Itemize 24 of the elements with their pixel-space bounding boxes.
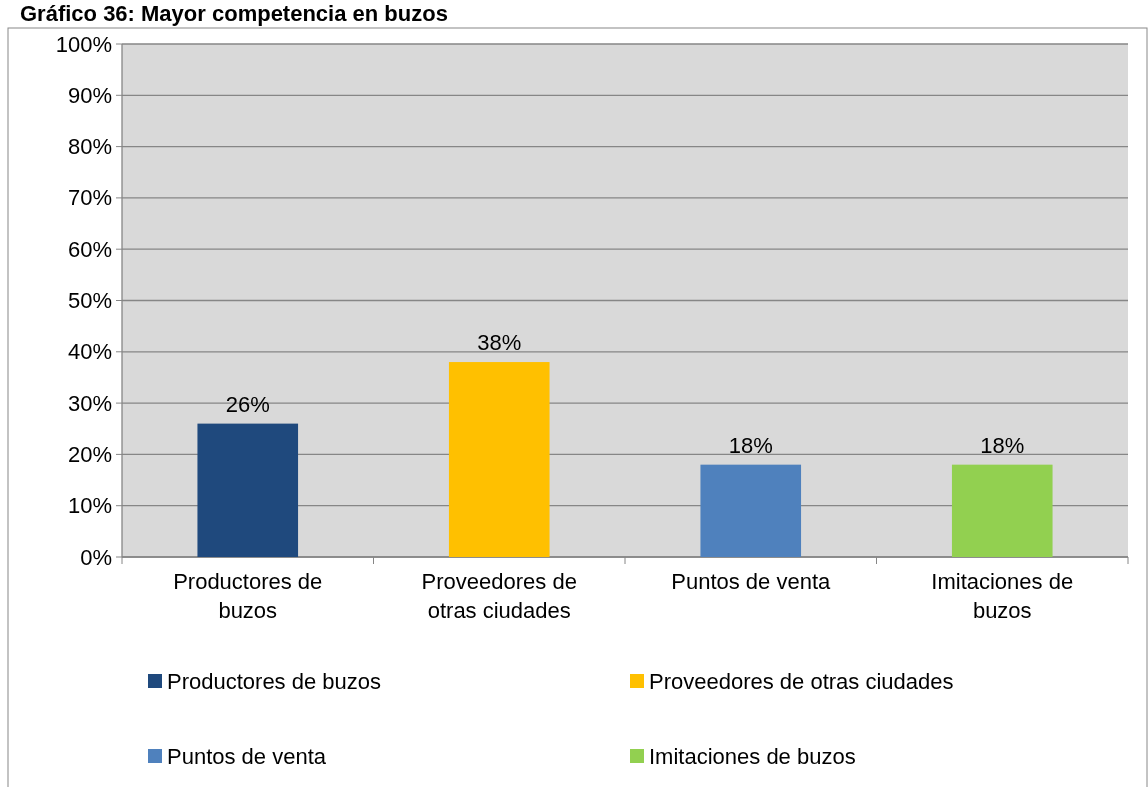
x-tick-label: Productores de buzos <box>173 569 323 623</box>
y-tick-label: 100% <box>55 31 112 57</box>
data-label: 18% <box>728 432 773 458</box>
data-label: 38% <box>477 330 522 356</box>
y-tick-label: 20% <box>67 441 112 467</box>
x-tick-label: Imitaciones de buzos <box>931 569 1074 623</box>
y-tick-label: 50% <box>67 288 112 313</box>
legend-label: Proveedores de otras ciudades <box>649 668 954 694</box>
y-tick-label: 90% <box>67 82 112 108</box>
y-tick-label: 10% <box>67 493 112 519</box>
x-tick-label: Proveedores de otras ciudades <box>421 569 577 623</box>
y-tick-label: 60% <box>67 236 112 262</box>
legend-label: Productores de buzos <box>167 668 382 694</box>
y-tick-label: 40% <box>67 339 112 365</box>
data-label: 26% <box>225 391 270 417</box>
legend-label: Puntos de venta <box>167 743 327 769</box>
y-tick-label: 70% <box>67 185 112 211</box>
chart-title: Gráfico 36: Mayor competencia en buzos <box>20 1 448 26</box>
y-tick-label: 30% <box>67 390 112 416</box>
y-tick-label: 80% <box>67 134 112 160</box>
legend-label: Imitaciones de buzos <box>649 743 856 769</box>
data-label: 18% <box>980 432 1025 458</box>
y-tick-label: 0% <box>80 544 112 570</box>
x-tick-label: Puntos de venta <box>671 569 832 594</box>
